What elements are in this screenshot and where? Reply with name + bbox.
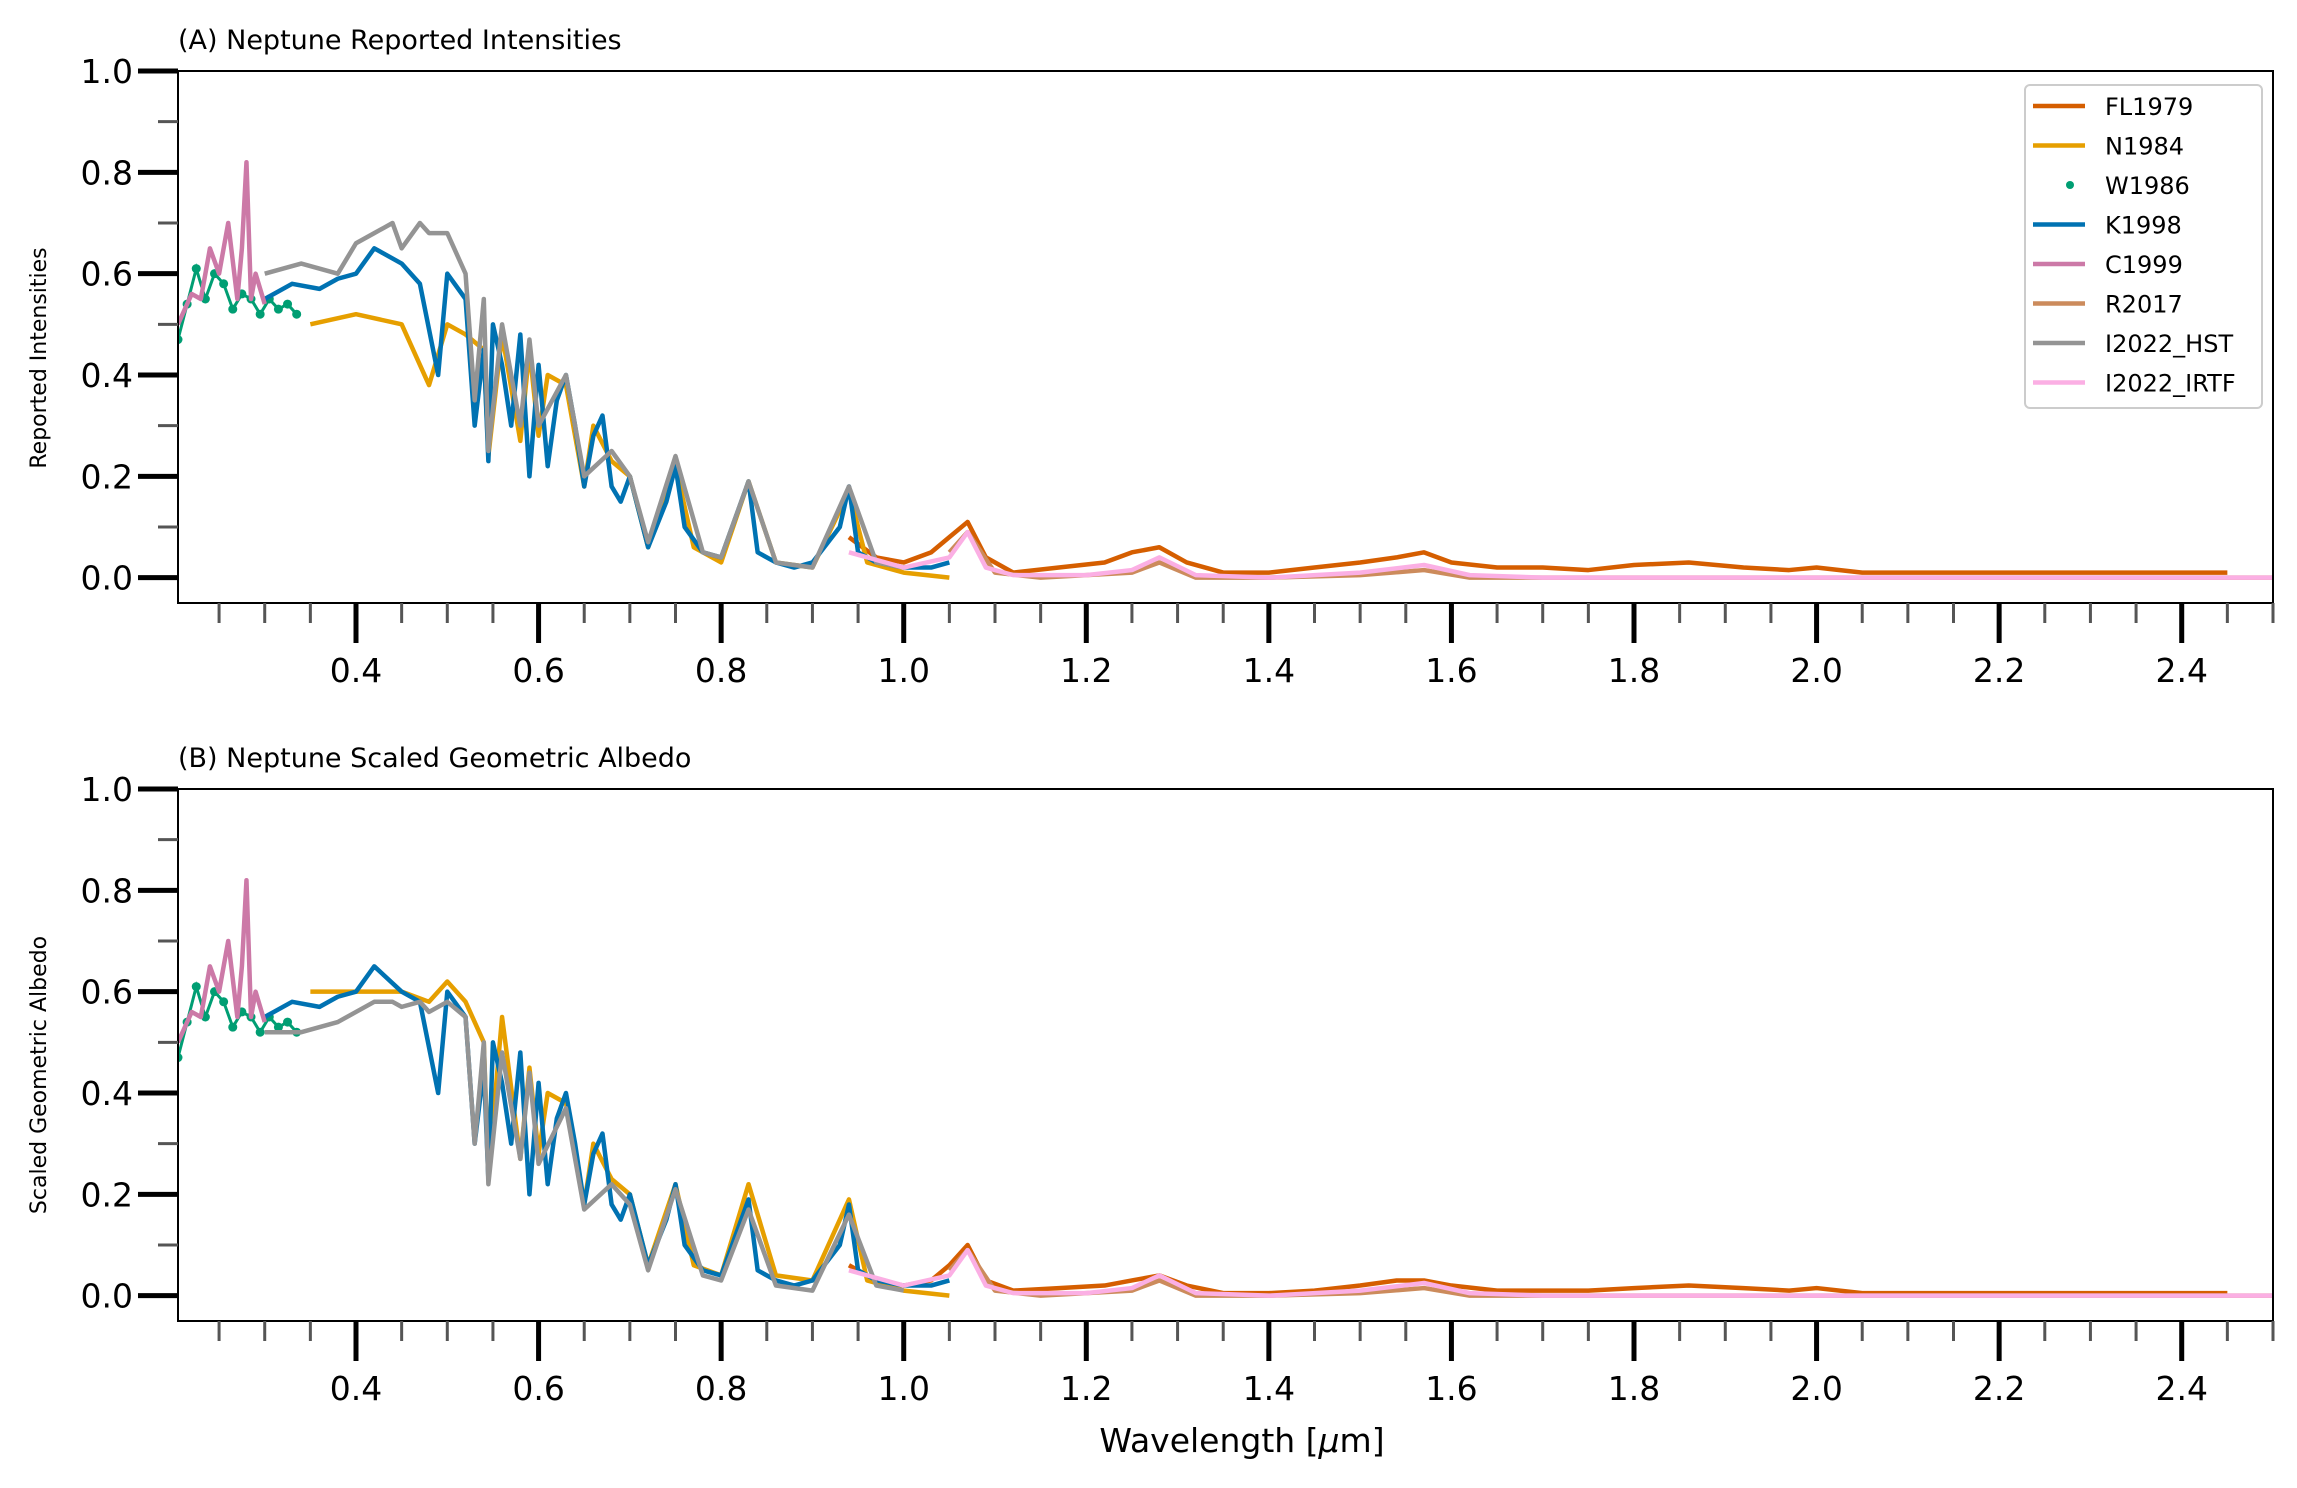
legend-marker-w1986 <box>2066 181 2074 189</box>
panel-a-series-i2022-irtf <box>848 529 2273 580</box>
panel-a-x-tick-label: 1.0 <box>877 651 929 690</box>
panel-a-y-tick-label: 0.2 <box>81 457 133 496</box>
panel-a-series-w1986-point <box>283 299 293 309</box>
panel-a-x-tick-label: 2.0 <box>1790 651 1842 690</box>
panel-b-y-tick-label: 0.0 <box>81 1277 133 1316</box>
panel-a-y-tick-label: 1.0 <box>81 52 133 91</box>
panel-b-series-fl1979 <box>847 1242 2228 1296</box>
legend-label-fl1979: FL1979 <box>2105 93 2193 121</box>
legend-label-n1984: N1984 <box>2105 133 2184 161</box>
panel-b-x-axis-label: Wavelength [μm] <box>1099 1421 1384 1460</box>
legend-label-w1986: W1986 <box>2105 172 2190 200</box>
panel-b-y-tick-label: 0.8 <box>81 871 133 910</box>
panel-a-series-w1986-point <box>228 304 238 314</box>
panel-a-x-tick-label: 1.2 <box>1060 651 1112 690</box>
panel-b-y-tick-label: 0.4 <box>81 1074 133 1113</box>
panel-b-y-tick-label: 0.2 <box>81 1175 133 1214</box>
panel-a-series-fl1979 <box>847 519 2228 575</box>
panel-a-series-i2022-hst <box>264 220 905 570</box>
panel-b-series-w1986-point <box>283 1017 293 1027</box>
panel-a-y-axis-label: Reported Intensities <box>27 247 52 468</box>
panel-b-series-w1986-point <box>219 997 229 1007</box>
panel-b-y-tick-label: 0.6 <box>81 973 133 1012</box>
panel-b-x-tick-label: 1.4 <box>1243 1369 1295 1408</box>
panel-b: (B) Neptune Scaled Geometric Albedo Scal… <box>27 743 2275 1460</box>
panel-b-x-tick-label: 0.4 <box>330 1369 382 1408</box>
panel-a-series-c1999 <box>178 159 267 326</box>
panel-a-x-tick-label: 2.4 <box>2155 651 2207 690</box>
panel-b-series-w1986-point <box>255 1027 265 1037</box>
panel-b-x-tick-label: 2.4 <box>2155 1369 2207 1408</box>
panel-b-x-tick-label: 0.6 <box>512 1369 564 1408</box>
legend-frame <box>2024 84 2263 409</box>
legend-label-k1998: K1998 <box>2105 212 2182 240</box>
panel-b-title: (B) Neptune Scaled Geometric Albedo <box>178 743 691 774</box>
panel-b-series-group <box>178 877 2273 1298</box>
panel-a-y-tick-label: 0.8 <box>81 153 133 192</box>
panel-b-x-tick-label: 1.8 <box>1608 1369 1660 1408</box>
panel-b-x-tick-label: 1.0 <box>877 1369 929 1408</box>
legend-label-i2022-irtf: I2022_IRTF <box>2105 370 2236 398</box>
panel-a-x-tick-label: 0.4 <box>330 651 382 690</box>
panel-a-y-tick-label: 0.0 <box>81 559 133 598</box>
panel-b-axes-frame <box>177 788 2274 1322</box>
panel-a-x-tick-label: 2.2 <box>1973 651 2025 690</box>
panel-a-series-w1986-point <box>219 279 229 289</box>
panel-b-series-k1998 <box>263 964 950 1288</box>
panel-a-axes-frame <box>177 70 2274 604</box>
panel-b-series-w1986-point <box>228 1022 238 1032</box>
panel-b-x-tick-label: 2.0 <box>1790 1369 1842 1408</box>
panel-a-series-w1986-point <box>178 335 183 345</box>
legend-label-c1999: C1999 <box>2105 251 2183 279</box>
panel-b-x-tick-label: 2.2 <box>1973 1369 2025 1408</box>
panel-a-series-k1998 <box>263 246 950 570</box>
panel-a-series-w1986-point <box>255 309 265 319</box>
panel-b-series-w1986-point <box>191 982 201 992</box>
panel-b-y-axis-label: Scaled Geometric Albedo <box>27 936 52 1214</box>
panel-a-title: (A) Neptune Reported Intensities <box>178 25 622 56</box>
panel-a-y-tick-label: 0.4 <box>81 356 133 395</box>
panel-a-series-w1986-point <box>191 264 201 274</box>
panel-a-legend: FL1979 N1984 W1986 K1998 C1999 R2017 I2022_HST… <box>2024 84 2263 409</box>
panel-b-x-tick-label: 1.6 <box>1425 1369 1477 1408</box>
panel-b-series-i2022-irtf <box>848 1247 2273 1298</box>
panel-b-y-tick-label: 1.0 <box>81 770 133 809</box>
panel-b-series-w1986-point <box>178 1053 183 1063</box>
panel-a-series-w1986-point <box>273 304 283 314</box>
panel-a-x-tick-label: 1.6 <box>1425 651 1477 690</box>
panel-a: (A) Neptune Reported Intensities Reporte… <box>27 25 2275 690</box>
panel-b-series-c1999 <box>178 877 267 1044</box>
panel-b-x-tick-label: 0.8 <box>695 1369 747 1408</box>
panel-b-x-tick-label: 1.2 <box>1060 1369 1112 1408</box>
panel-a-x-tick-label: 0.6 <box>512 651 564 690</box>
panel-b-series-w1986-point <box>273 1022 283 1032</box>
panel-a-x-tick-label: 0.8 <box>695 651 747 690</box>
legend-label-i2022-hst: I2022_HST <box>2105 330 2233 358</box>
panel-a-x-tick-label: 1.8 <box>1608 651 1660 690</box>
panel-b-series-i2022-hst <box>264 999 905 1293</box>
panel-a-x-tick-label: 1.4 <box>1243 651 1295 690</box>
panel-a-y-tick-label: 0.6 <box>81 255 133 294</box>
panel-a-series-w1986-point <box>292 309 302 319</box>
legend-label-r2017: R2017 <box>2105 291 2183 319</box>
panel-a-series-group <box>178 159 2273 580</box>
